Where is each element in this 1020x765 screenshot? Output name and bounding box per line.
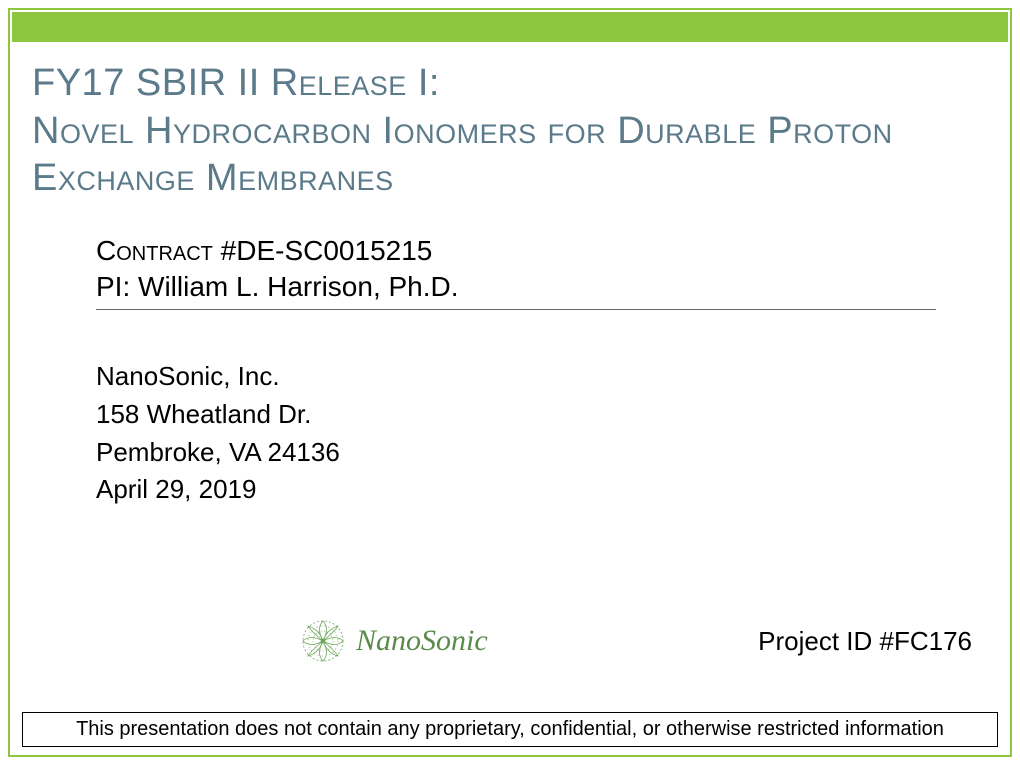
presentation-date: April 29, 2019	[96, 471, 988, 509]
project-id: Project ID #FC176	[758, 626, 972, 657]
contract-number: Contract #DE-SC0015215	[96, 233, 988, 269]
title-line-1: FY17 SBIR II Release I:	[32, 60, 988, 108]
title-line-2: Novel Hydrocarbon Ionomers for Durable P…	[32, 108, 988, 203]
slide-content: FY17 SBIR II Release I: Novel Hydrocarbo…	[32, 60, 988, 509]
disclaimer-text: This presentation does not contain any p…	[76, 718, 944, 740]
divider-line	[96, 309, 936, 310]
logo-text: NanoSonic	[356, 624, 488, 658]
header-accent-bar	[12, 12, 1008, 42]
company-section: NanoSonic, Inc. 158 Wheatland Dr. Pembro…	[96, 358, 988, 509]
logo-row: NanoSonic Project ID #FC176	[0, 618, 1020, 664]
company-address-1: 158 Wheatland Dr.	[96, 396, 988, 434]
contract-section: Contract #DE-SC0015215 PI: William L. Ha…	[96, 233, 988, 311]
company-logo: NanoSonic	[300, 618, 488, 664]
disclaimer-box: This presentation does not contain any p…	[22, 712, 998, 747]
pi-name: PI: William L. Harrison, Ph.D.	[96, 269, 988, 305]
swirl-mandala-icon	[300, 618, 346, 664]
company-address-2: Pembroke, VA 24136	[96, 434, 988, 472]
company-name: NanoSonic, Inc.	[96, 358, 988, 396]
